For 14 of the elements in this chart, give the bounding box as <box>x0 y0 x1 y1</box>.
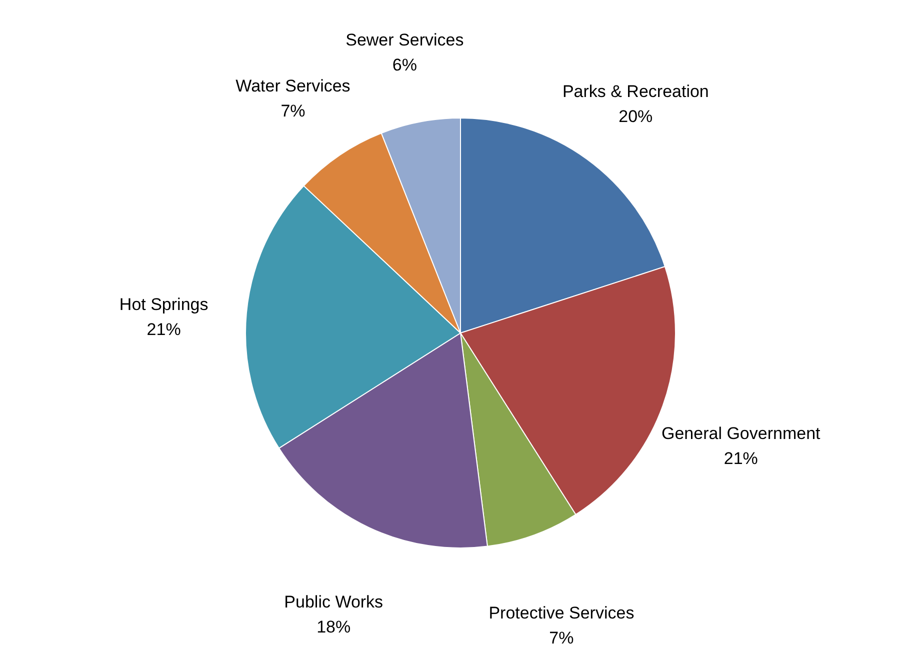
data-label: 6% <box>392 55 417 74</box>
data-label: 7% <box>280 102 306 121</box>
slice-label: General Government <box>662 424 821 443</box>
slice-label: Public Works <box>284 592 384 612</box>
data-label: 21% <box>724 448 758 468</box>
data-label: 21% <box>146 320 181 339</box>
slice-label: Parks & Recreation <box>562 82 709 101</box>
data-label: 20% <box>618 106 653 126</box>
slice-label: Protective Services <box>488 603 634 622</box>
data-label: 18% <box>316 618 351 637</box>
data-label: 7% <box>549 628 574 648</box>
slice-label: Sewer Services <box>346 30 464 50</box>
slice-label: Hot Springs <box>119 294 208 314</box>
slice-label: Water Services <box>236 76 350 96</box>
